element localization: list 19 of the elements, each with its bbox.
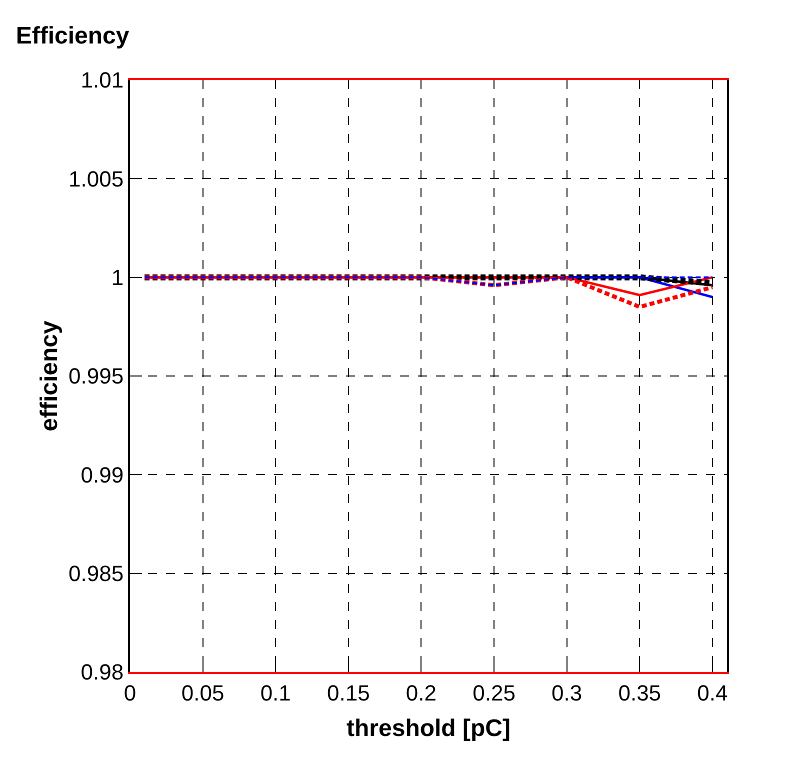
y-tick-label: 0.985 [68,561,124,586]
x-tick-label: 0.3 [552,680,582,706]
y-tick-label: 1.005 [68,166,124,192]
x-tick-label: 0.15 [326,680,370,706]
y-tick-label: 1 [111,265,124,290]
x-tick-label: 0.2 [406,680,437,706]
x-tick-label: 0.4 [697,680,728,706]
x-tick-label: 0.25 [472,680,516,706]
x-tick-label: 0.05 [181,680,224,706]
y-tick-label: 0.995 [68,364,124,389]
y-tick-label: 0.99 [80,462,124,488]
y-tick-label: 1.01 [80,68,124,93]
y-tick-label: 0.98 [80,660,124,685]
chart-title: Efficiency [16,22,130,50]
x-axis-title: threshold [pC] [346,715,510,742]
y-axis-title: efficiency [36,320,64,432]
x-tick-label: 0.1 [260,680,291,706]
x-tick-label: 0 [124,680,136,706]
x-tick-label: 0.35 [618,680,662,706]
